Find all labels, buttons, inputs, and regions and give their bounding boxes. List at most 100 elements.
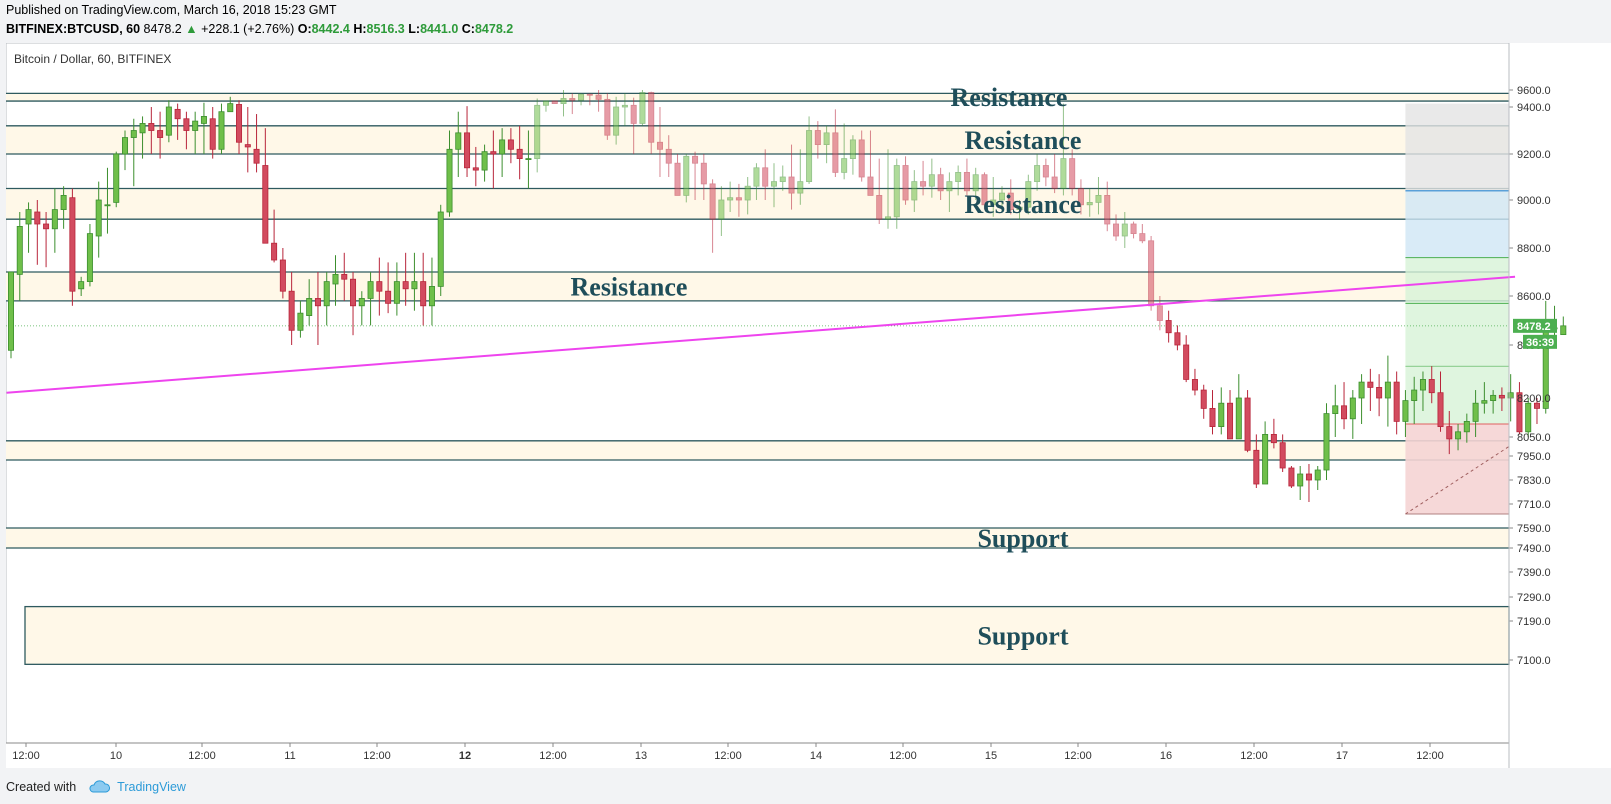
candle <box>1235 374 1242 440</box>
candle-body <box>1332 405 1339 414</box>
candle <box>437 204 444 296</box>
candle-body <box>963 171 970 192</box>
candle <box>1016 200 1023 220</box>
candle-body <box>656 141 663 150</box>
candle <box>981 172 988 210</box>
candle-body <box>279 259 286 292</box>
candle-body <box>1297 473 1304 487</box>
candle <box>849 135 856 175</box>
zone-support-5 <box>6 528 1509 548</box>
candle-body <box>1209 407 1216 427</box>
candle <box>51 188 58 253</box>
candle-body <box>551 100 558 104</box>
candle-body <box>1060 158 1067 189</box>
candle <box>534 98 541 173</box>
candle-body <box>753 167 760 187</box>
candle-body <box>893 165 900 218</box>
candle <box>411 252 418 311</box>
candle <box>1086 188 1093 217</box>
candle-body <box>358 298 365 307</box>
candle <box>586 93 593 106</box>
candle <box>1516 382 1523 435</box>
candle-body <box>1560 325 1567 336</box>
chart-title: Bitcoin / Dollar, 60, BITFINEX <box>14 52 171 66</box>
position-diagonal <box>1405 446 1510 515</box>
candle-body <box>770 181 777 187</box>
candle <box>841 123 848 180</box>
candle-body <box>157 130 164 138</box>
candle-body <box>1463 420 1470 433</box>
candle-body <box>1367 381 1374 388</box>
candle-body <box>832 132 839 173</box>
candle <box>1525 398 1532 437</box>
candle-body <box>122 137 129 155</box>
candle <box>306 279 313 326</box>
candle-body <box>1525 402 1532 433</box>
candle-body <box>1498 394 1505 399</box>
candle <box>297 300 304 338</box>
candle-body <box>1148 240 1155 307</box>
tradingview-brand-link[interactable]: TradingView <box>117 779 186 794</box>
candle <box>402 252 409 306</box>
candle-body <box>534 104 541 159</box>
time-tick-label: 13 <box>635 750 647 762</box>
candle <box>1042 158 1049 187</box>
candle <box>885 149 892 229</box>
candle-body <box>402 281 409 290</box>
position-grey-band <box>1405 103 1509 191</box>
chart-container[interactable]: Resistance Resistance Resistance Resistance… <box>6 43 1611 768</box>
tradingview-cloud-icon[interactable] <box>88 779 110 796</box>
candle <box>1104 181 1111 232</box>
price-chart[interactable]: Resistance Resistance Resistance Resistance… <box>6 43 1611 768</box>
candle <box>1349 390 1356 439</box>
time-tick-label: 15 <box>985 750 997 762</box>
candle <box>1034 154 1041 191</box>
candle <box>893 158 900 229</box>
candle-body <box>885 216 892 220</box>
created-with-label: Created with <box>6 779 77 794</box>
candle-body <box>420 281 427 307</box>
candle <box>770 163 777 208</box>
candle <box>455 111 462 177</box>
candle <box>271 209 278 263</box>
candle-body <box>1077 188 1084 206</box>
published-line: Published on TradingView.com, March 16, … <box>6 3 337 17</box>
candle <box>525 130 532 189</box>
candle <box>1419 371 1426 411</box>
candle-body <box>569 98 576 101</box>
candle-body <box>674 162 681 196</box>
candle <box>183 111 190 150</box>
open-label: O: <box>297 22 312 36</box>
candle <box>1279 434 1286 472</box>
candle-body <box>1025 181 1032 208</box>
candle <box>1244 390 1251 453</box>
candle <box>569 93 576 115</box>
candle-body <box>1358 381 1365 399</box>
candle <box>446 130 453 217</box>
candle <box>192 111 199 154</box>
candle <box>1025 174 1032 215</box>
candle <box>709 179 716 253</box>
high-label: H: <box>353 22 367 36</box>
candle-body <box>192 120 199 131</box>
candle-body <box>43 223 50 230</box>
candle <box>165 100 172 143</box>
candle <box>823 125 830 164</box>
candle-body <box>1341 405 1348 420</box>
zone-label-resistance: Resistance <box>965 126 1082 155</box>
candle-body <box>464 132 471 169</box>
candle <box>542 100 549 112</box>
candle-body <box>1446 426 1453 440</box>
candle-body <box>1437 392 1444 428</box>
candle-body <box>630 104 637 124</box>
candle <box>1060 103 1067 196</box>
candle-body <box>1139 233 1146 242</box>
trendline <box>6 275 1516 394</box>
candle <box>34 200 41 265</box>
price-tick-label: 7290.0 <box>1517 592 1551 604</box>
candle-body <box>218 111 225 150</box>
candle-body <box>779 176 786 182</box>
candle <box>1130 221 1137 239</box>
candle-body <box>1253 449 1260 485</box>
time-tick-label: 12:00 <box>12 750 40 762</box>
